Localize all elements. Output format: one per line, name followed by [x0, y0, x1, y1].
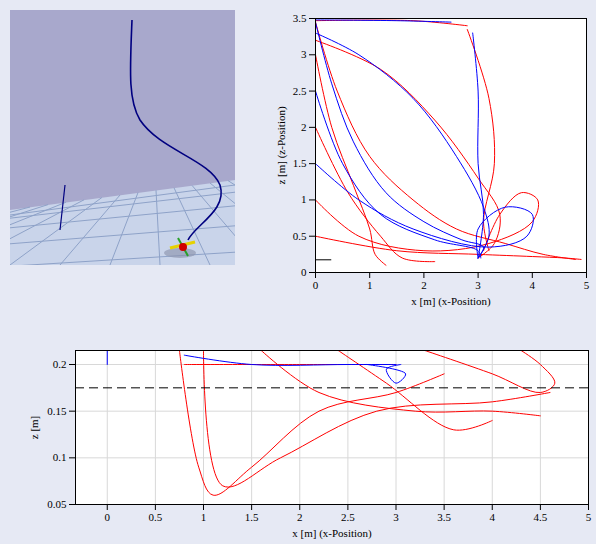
svg-text:3.5: 3.5	[293, 12, 307, 24]
svg-text:0.2: 0.2	[53, 358, 67, 370]
svg-text:0.1: 0.1	[53, 451, 67, 463]
svg-text:0.5: 0.5	[149, 511, 163, 523]
svg-text:5: 5	[584, 279, 590, 291]
svg-text:3: 3	[475, 279, 481, 291]
svg-text:5: 5	[586, 511, 592, 523]
svg-text:1.5: 1.5	[293, 157, 307, 169]
svg-text:0.05: 0.05	[47, 498, 67, 510]
svg-text:2: 2	[421, 279, 427, 291]
svg-text:1: 1	[201, 511, 207, 523]
svg-text:x [m] (x-Position): x [m] (x-Position)	[292, 527, 372, 540]
svg-text:1.5: 1.5	[245, 511, 259, 523]
svg-text:0: 0	[301, 266, 307, 278]
svg-text:2: 2	[301, 121, 307, 133]
svg-text:2: 2	[297, 511, 303, 523]
svg-text:1: 1	[367, 279, 373, 291]
svg-text:3: 3	[393, 511, 399, 523]
svg-text:0.15: 0.15	[47, 405, 67, 417]
svg-text:0: 0	[105, 511, 111, 523]
svg-text:2.5: 2.5	[341, 511, 355, 523]
svg-text:x [m] (x-Position): x [m] (x-Position)	[411, 295, 491, 308]
svg-text:4: 4	[490, 511, 496, 523]
svg-text:3.5: 3.5	[437, 511, 451, 523]
svg-text:3: 3	[301, 48, 307, 60]
svg-text:z [m] (z-Position): z [m] (z-Position)	[275, 106, 288, 185]
svg-text:4.5: 4.5	[534, 511, 548, 523]
svg-text:2.5: 2.5	[293, 85, 307, 97]
svg-text:0.5: 0.5	[293, 230, 307, 242]
svg-text:z [m]: z [m]	[28, 416, 40, 440]
svg-text:1: 1	[301, 193, 307, 205]
svg-text:4: 4	[530, 279, 536, 291]
svg-text:0: 0	[313, 279, 319, 291]
